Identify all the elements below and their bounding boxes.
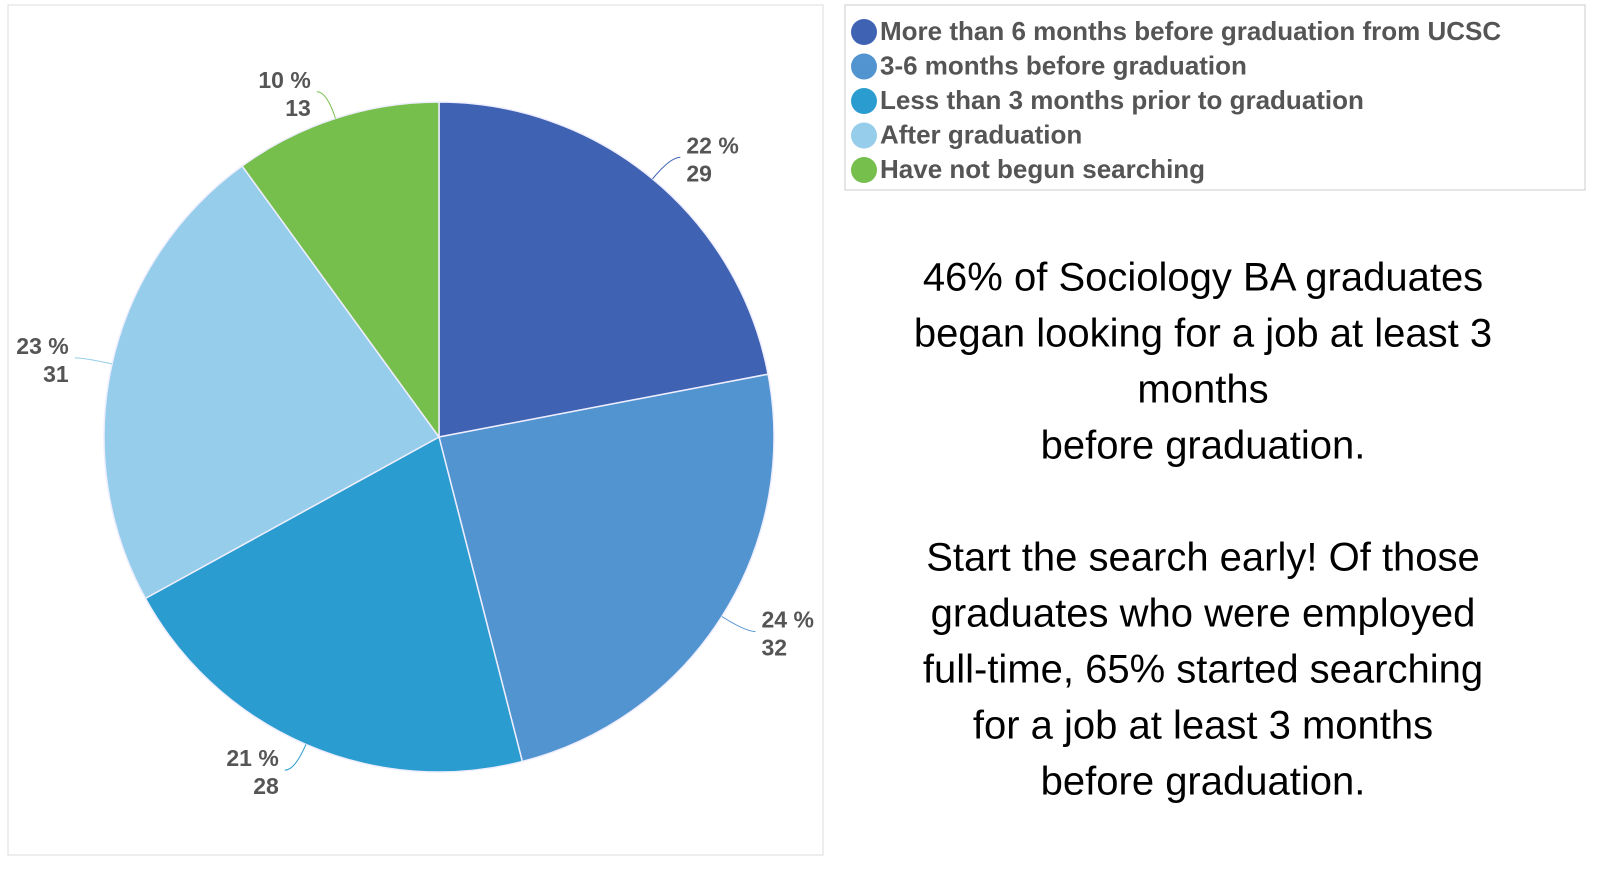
- pie-slice: [438, 101, 769, 438]
- annotation-line: began looking for a job at least 3: [914, 312, 1492, 356]
- annotation-line: Start the search early! Of those: [926, 536, 1480, 580]
- legend-frame: [844, 4, 1586, 191]
- count-label: 32: [761, 635, 787, 661]
- legend-label: More than 6 months before graduation fro…: [880, 16, 1501, 46]
- legend-marker: [851, 19, 877, 45]
- leader-line: [721, 616, 756, 633]
- data-label: 22 %: [686, 132, 738, 158]
- data-label: 21 %: [226, 745, 278, 771]
- legend-label: After graduation: [880, 119, 1082, 149]
- data-label: 23 %: [16, 333, 68, 359]
- pie-slice: [438, 373, 775, 763]
- legend-marker: [851, 88, 877, 114]
- annotation-line: 46% of Sociology BA graduates: [923, 256, 1483, 300]
- data-label: 24 %: [761, 607, 813, 633]
- pie-slice: [144, 435, 524, 773]
- legend-label: Have not begun searching: [880, 154, 1205, 184]
- leader-line: [652, 156, 681, 180]
- legend-marker: [851, 157, 877, 183]
- count-label: 29: [686, 160, 712, 186]
- data-label: 10 %: [258, 67, 310, 93]
- count-label: 13: [285, 95, 311, 121]
- leader-line: [316, 91, 336, 119]
- legend-marker: [851, 53, 877, 80]
- count-label: 28: [253, 773, 279, 799]
- annotation-line: graduates who were employed: [931, 592, 1476, 636]
- leader-line: [74, 357, 113, 365]
- annotation-line: full-time, 65% started searching: [923, 648, 1483, 692]
- leader-line: [284, 744, 307, 771]
- legend-label: 3-6 months before graduation: [880, 50, 1247, 80]
- legend-label: Less than 3 months prior to graduation: [880, 85, 1364, 115]
- annotation-line: for a job at least 3 months: [973, 704, 1433, 748]
- legend-marker: [851, 122, 877, 149]
- chart-frame: [7, 4, 824, 856]
- count-label: 31: [43, 361, 69, 387]
- annotation-line: months: [1137, 368, 1268, 412]
- annotation-line: before graduation.: [1041, 424, 1366, 468]
- annotation-line: before graduation.: [1041, 760, 1366, 804]
